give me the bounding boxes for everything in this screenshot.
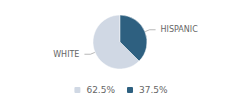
svg-text:HISPANIC: HISPANIC [161, 25, 199, 34]
svg-text:37.5%: 37.5% [139, 85, 168, 95]
svg-text:WHITE: WHITE [53, 50, 79, 59]
svg-text:62.5%: 62.5% [86, 85, 115, 95]
